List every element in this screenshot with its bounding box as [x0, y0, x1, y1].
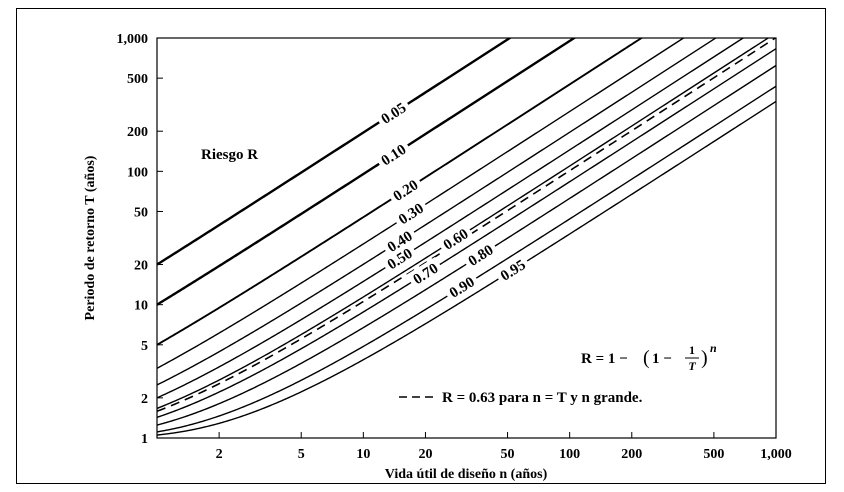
curve-label-group: 0.95 — [493, 253, 532, 287]
y-tick-label: 500 — [127, 72, 148, 87]
formula: R = 1 − ( 1 − 1 T ) n — [581, 341, 717, 373]
y-tick-label: 5 — [141, 339, 148, 354]
y-tick-label: 20 — [134, 259, 148, 274]
curve-label-backing — [442, 270, 481, 304]
curve-r-0-95 — [157, 100, 776, 436]
formula-exponent: n — [710, 341, 717, 355]
x-tick-label: 10 — [356, 447, 370, 462]
formula-fraction-denominator: T — [688, 359, 696, 373]
y-tick-label: 2 — [141, 392, 148, 407]
x-tick-label: 100 — [559, 447, 580, 462]
y-tick-label: 200 — [127, 125, 148, 140]
plot-area — [156, 37, 777, 439]
y-tick-label: 50 — [134, 205, 148, 220]
curve-label-backing — [461, 238, 500, 272]
curve-r-0-05 — [157, 38, 513, 266]
curve-label-group: 0.70 — [406, 256, 445, 291]
curve-label-group: 0.10 — [374, 137, 413, 172]
x-tick-label: 200 — [621, 447, 642, 462]
formula-one: 1 − — [652, 351, 672, 367]
formula-lparen: ( — [643, 347, 650, 369]
curve-label-backing — [374, 96, 413, 130]
curve-r-0-10 — [157, 38, 577, 306]
risk-label: Riesgo R — [201, 147, 258, 163]
curve-label-backing — [391, 196, 431, 231]
y-tick-label: 10 — [134, 299, 148, 314]
x-tick-label: 1,000 — [760, 447, 792, 462]
x-ticks: 2 5 10 20 50 100 200 500 1,000 — [216, 432, 792, 462]
y-tick-label: 1 — [141, 432, 148, 447]
y-axis-title: Periodo de retorno T (años) — [83, 155, 98, 320]
x-axis-title: Vida útil de diseño n (años) — [385, 467, 548, 482]
x-tick-label: 5 — [298, 447, 305, 462]
y-ticks: 1 2 5 10 20 50 100 200 500 1,000 — [117, 32, 163, 447]
dashed-legend: R = 0.63 para n = T y n grande. — [399, 390, 643, 406]
formula-lhs: R = 1 − — [581, 351, 628, 367]
dashed-legend-text: R = 0.63 para n = T y n grande. — [442, 390, 643, 406]
curve-label-backing — [493, 253, 532, 287]
x-tick-label: 50 — [501, 447, 515, 462]
curve-r-0-63-dashed — [157, 38, 776, 412]
x-tick-label: 20 — [418, 447, 432, 462]
curve-r-0-50 — [157, 38, 745, 399]
curve-label-backing — [436, 222, 475, 256]
curve-r-0-60 — [157, 38, 770, 410]
curve-label-backing — [380, 241, 419, 276]
curve-label-group: 0.05 — [374, 96, 413, 130]
x-tick-label: 2 — [216, 447, 223, 462]
formula-rparen: ) — [701, 347, 708, 369]
x-tick-label: 500 — [703, 447, 724, 462]
curve-r-0-40 — [157, 38, 718, 386]
curve-label-backing — [380, 224, 419, 259]
curve-label-backing — [386, 173, 425, 207]
y-tick-label: 100 — [127, 165, 148, 180]
curve-label-backing — [406, 256, 445, 291]
curve-label-backing — [374, 137, 413, 172]
figure-frame — [16, 8, 826, 484]
formula-fraction-numerator: 1 — [689, 343, 695, 357]
curve-r-0-70 — [157, 48, 776, 419]
y-tick-label: 1,000 — [117, 32, 149, 47]
curve-label-group: 0.60 — [436, 222, 475, 256]
